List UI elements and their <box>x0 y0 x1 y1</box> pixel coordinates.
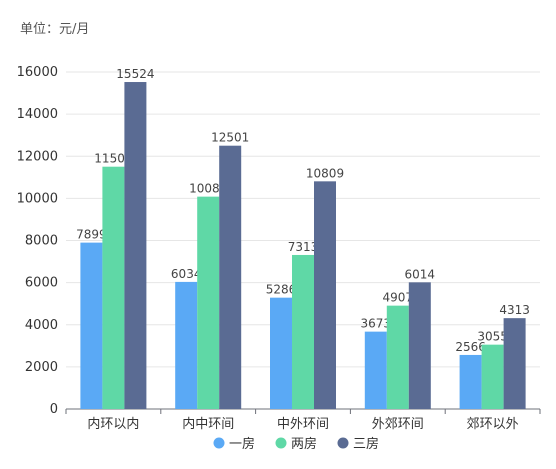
bar-2-2 <box>197 196 220 409</box>
data-label: 6034 <box>171 267 202 281</box>
bar-1-5 <box>459 354 482 409</box>
legend-label: 两房 <box>291 436 317 452</box>
bar-2-1 <box>102 166 125 409</box>
y-tick-label: 12000 <box>17 149 58 164</box>
data-label: 4313 <box>499 303 530 317</box>
data-label: 3055 <box>477 330 508 344</box>
bar-1-3 <box>270 297 292 409</box>
data-label: 7313 <box>288 240 319 254</box>
data-label: 3673 <box>361 317 392 331</box>
y-tick-label: 6000 <box>25 276 58 291</box>
legend-label: 一房 <box>229 436 255 452</box>
bar-3-4 <box>408 282 431 409</box>
y-tick-label: 4000 <box>25 318 58 333</box>
bar-1-2 <box>175 281 198 409</box>
data-label: 12501 <box>211 131 249 145</box>
data-label: 10082 <box>189 182 227 196</box>
data-label: 2566 <box>455 340 486 354</box>
bar-3-5 <box>503 318 526 409</box>
x-tick-label: 内中环间 <box>182 416 234 432</box>
y-tick-label: 2000 <box>25 360 58 375</box>
bar-1-4 <box>364 331 387 409</box>
y-tick-label: 14000 <box>17 107 58 122</box>
x-tick-label: 内环以内 <box>87 416 139 432</box>
data-label: 10809 <box>306 166 344 180</box>
bar-2-3 <box>292 254 314 409</box>
data-label: 7899 <box>76 228 107 242</box>
bar-3-3 <box>314 181 336 409</box>
y-tick-label: 0 <box>50 402 58 417</box>
bar-2-5 <box>481 344 504 409</box>
bar-3-1 <box>124 82 147 409</box>
y-tick-label: 10000 <box>17 191 58 206</box>
bar-3-2 <box>219 145 242 409</box>
legend-marker <box>337 437 349 449</box>
y-tick-label: 8000 <box>25 234 58 249</box>
y-tick-label: 16000 <box>17 65 58 80</box>
legend-label: 三房 <box>353 436 379 452</box>
x-tick-label: 中外环间 <box>277 417 329 432</box>
legend-marker <box>213 437 225 449</box>
data-label: 11504 <box>94 152 132 166</box>
legend-marker <box>275 437 287 449</box>
bar-2-4 <box>386 305 409 409</box>
x-tick-label: 外郊环间 <box>372 416 424 432</box>
data-label: 5286 <box>266 283 297 297</box>
unit-label: 单位：元/月 <box>20 22 90 37</box>
bar-1-1 <box>80 242 103 409</box>
data-label: 6014 <box>405 267 436 281</box>
data-label: 4907 <box>383 291 414 305</box>
x-tick-label: 郊环以外 <box>467 416 519 432</box>
data-label: 15524 <box>116 67 154 81</box>
